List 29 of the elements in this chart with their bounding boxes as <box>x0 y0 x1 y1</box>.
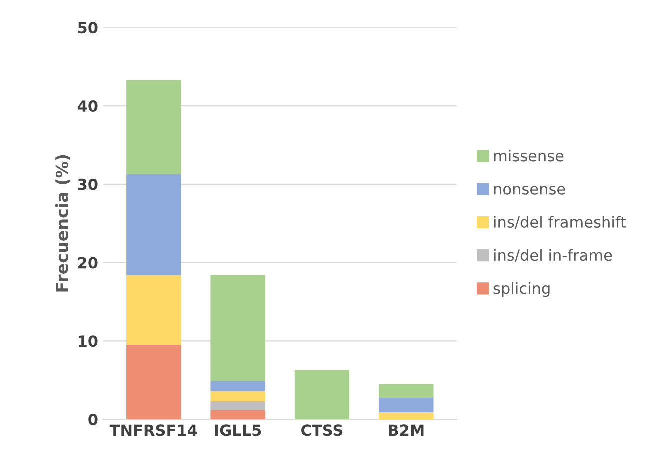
bar <box>210 381 266 392</box>
x-tick-label: CTSS <box>302 424 343 436</box>
y-tick-label: 10 <box>78 336 98 348</box>
bar <box>210 410 266 420</box>
legend-label: ins/del in-frame <box>494 249 612 262</box>
legend-label: splicing <box>494 282 550 298</box>
bar <box>126 80 182 174</box>
y-tick-label: 20 <box>78 257 98 269</box>
x-tick-label: IGLL5 <box>215 424 262 436</box>
bar <box>379 412 434 420</box>
bar <box>210 275 266 382</box>
y-tick-label: 0 <box>88 414 98 426</box>
bar <box>126 275 182 346</box>
legend-label: ins/del frameshift <box>494 216 626 230</box>
bar <box>126 345 182 420</box>
x-tick-label: B2M <box>389 424 424 436</box>
legend-label: nonsense <box>494 186 566 195</box>
bar <box>210 401 266 410</box>
bar <box>294 370 350 420</box>
legend-label: missense <box>494 150 564 162</box>
y-tick-label: 40 <box>78 100 98 112</box>
bar <box>379 398 434 412</box>
y-tick-label: 30 <box>78 178 98 190</box>
y-axis-title: Frecuencia (%) <box>56 155 70 292</box>
y-tick-label: 50 <box>78 22 98 34</box>
x-tick-label: TNFRSF14 <box>110 424 198 436</box>
bar <box>126 174 182 276</box>
bar <box>210 391 266 402</box>
bar <box>379 384 434 398</box>
